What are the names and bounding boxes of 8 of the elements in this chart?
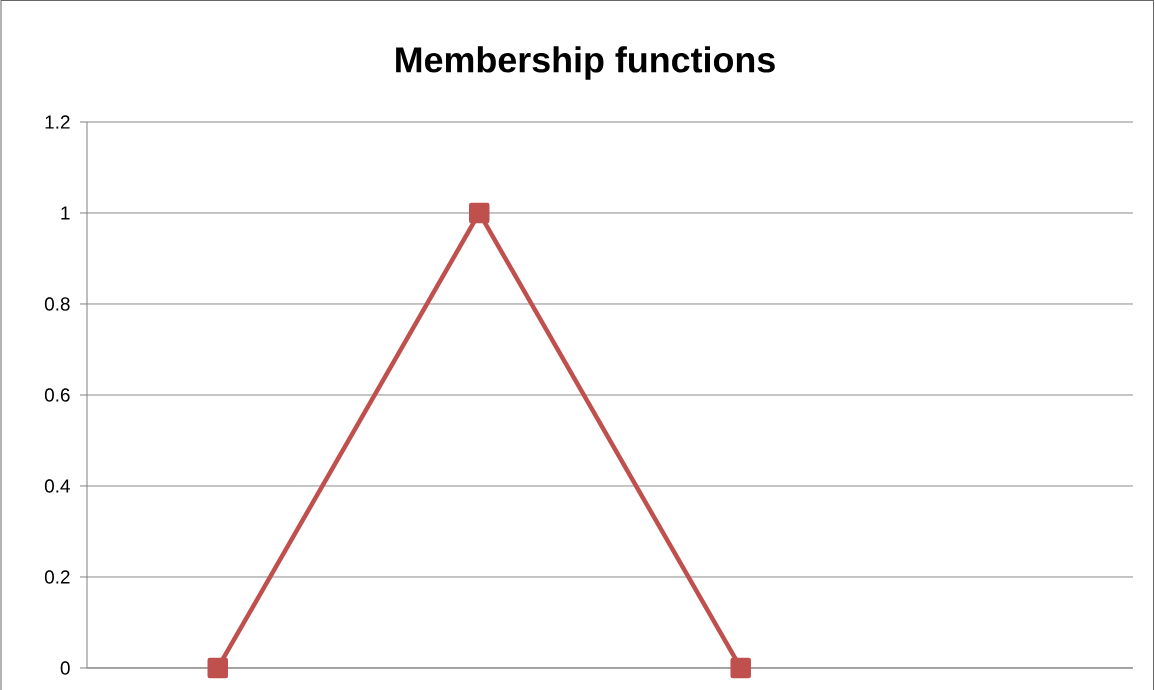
y-tick-label: 0.8 [44, 297, 70, 311]
y-tick-label: 0.2 [44, 570, 70, 584]
y-tick-label: 1 [61, 206, 70, 220]
chart-title: Membership functions [396, 46, 775, 80]
y-tick-label: 0.4 [44, 479, 70, 493]
y-tick-label: 0 [60, 661, 70, 675]
y-tick-label: 0.6 [44, 388, 70, 402]
y-tick-label: 1.2 [45, 115, 70, 129]
